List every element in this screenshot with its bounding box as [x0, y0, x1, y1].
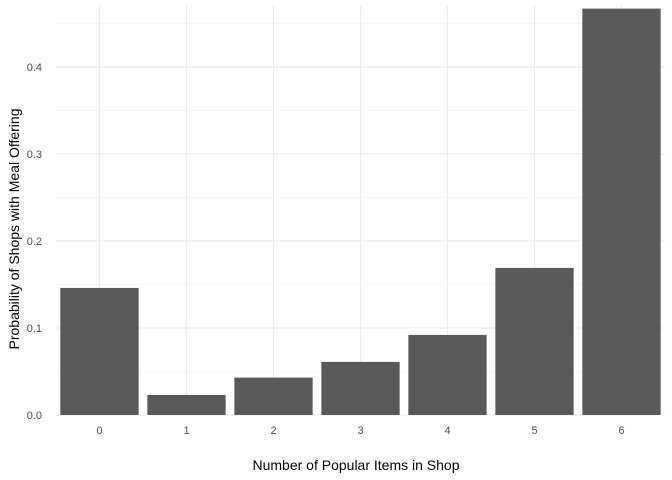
bar-4 [408, 334, 487, 415]
x-axis-title: Number of Popular Items in Shop [253, 457, 460, 473]
x-tick-label: 4 [444, 425, 450, 437]
y-tick-label: 0.2 [27, 236, 42, 248]
bar-3 [321, 361, 400, 415]
x-tick-label: 1 [183, 425, 189, 437]
x-tick-label: 0 [96, 425, 102, 437]
y-tick-label: 0.4 [27, 62, 42, 74]
x-axis-ticks: 0 1 2 3 4 5 6 [96, 425, 624, 437]
y-tick-label: 0.0 [27, 410, 42, 422]
y-tick-label: 0.3 [27, 149, 42, 161]
bar-2 [234, 377, 313, 415]
y-axis-title: Probability of Shops with Meal Offering [6, 109, 22, 350]
x-tick-label: 3 [357, 425, 363, 437]
bar-6 [582, 8, 661, 416]
y-tick-label: 0.1 [27, 323, 42, 335]
x-tick-label: 2 [270, 425, 276, 437]
bar-5 [495, 267, 574, 415]
x-tick-label: 5 [531, 425, 537, 437]
bar-1 [147, 394, 226, 415]
bar-0 [60, 287, 139, 415]
x-tick-label: 6 [618, 425, 624, 437]
bars [60, 8, 661, 416]
y-axis-ticks: 0.0 0.1 0.2 0.3 0.4 [27, 62, 42, 422]
